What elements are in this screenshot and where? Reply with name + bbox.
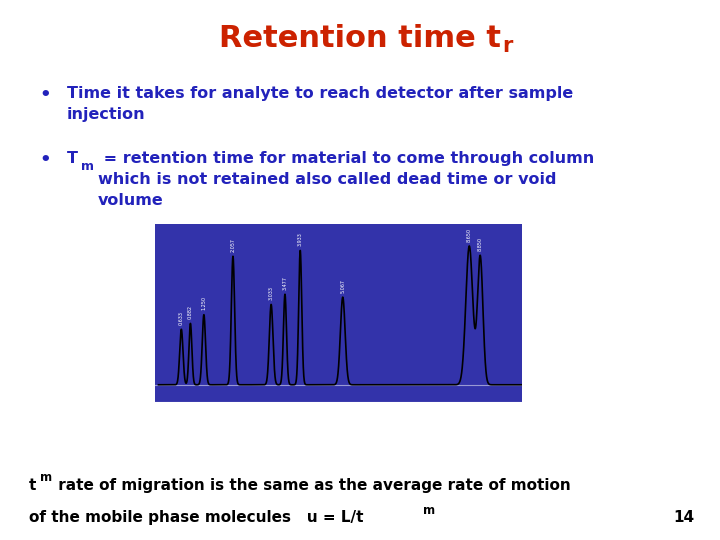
Text: m: m: [423, 504, 435, 517]
Text: 14: 14: [674, 510, 695, 525]
Text: 3.477: 3.477: [282, 276, 287, 290]
Text: •: •: [40, 86, 51, 104]
Text: = retention time for material to come through column
which is not retained also : = retention time for material to come th…: [98, 151, 594, 208]
Text: •: •: [40, 151, 51, 169]
Text: 0.882: 0.882: [188, 305, 193, 319]
Text: rate of migration is the same as the average rate of motion: rate of migration is the same as the ave…: [53, 478, 570, 493]
Text: of the mobile phase molecules   u = L/t: of the mobile phase molecules u = L/t: [29, 510, 364, 525]
Text: 0.633: 0.633: [179, 311, 184, 325]
Text: Time it takes for analyte to reach detector after sample
injection: Time it takes for analyte to reach detec…: [67, 86, 573, 123]
Text: 2.057: 2.057: [230, 238, 235, 252]
Text: 8.850: 8.850: [477, 237, 482, 251]
Text: 3.933: 3.933: [298, 232, 302, 246]
Text: r: r: [503, 36, 513, 56]
Text: 3.033: 3.033: [269, 286, 274, 300]
Text: Retention time t: Retention time t: [219, 24, 501, 53]
Text: m: m: [81, 160, 94, 173]
X-axis label: Time (min): Time (min): [312, 423, 365, 433]
Text: m: m: [40, 471, 52, 484]
Text: 1.250: 1.250: [202, 296, 207, 310]
Text: 8.650: 8.650: [467, 227, 472, 241]
Text: t: t: [29, 478, 36, 493]
Text: T: T: [67, 151, 78, 166]
Text: 5.067: 5.067: [341, 279, 346, 293]
